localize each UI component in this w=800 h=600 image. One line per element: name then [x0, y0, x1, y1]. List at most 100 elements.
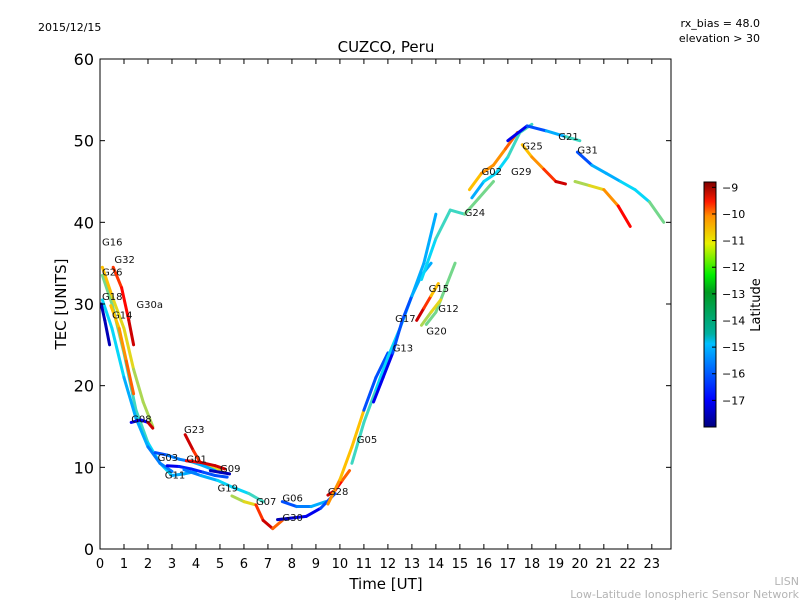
- y-tick-label: 60: [74, 50, 94, 69]
- x-tick-label: 13: [404, 557, 421, 572]
- x-tick-label: 22: [620, 557, 637, 572]
- series-segment: [338, 445, 354, 482]
- series-segment: [146, 445, 162, 465]
- series-g08: [129, 418, 155, 430]
- series-g06: [280, 500, 328, 509]
- series-segment: [506, 124, 529, 143]
- colorbar-tick-label: −16: [722, 368, 745, 381]
- x-tick-label: 16: [476, 557, 493, 572]
- series-segment: [633, 188, 651, 204]
- series-segment: [326, 478, 342, 506]
- series-segment: [216, 478, 234, 489]
- satellite-label: G14: [112, 310, 132, 321]
- series-g10: [573, 180, 632, 228]
- series-segment: [467, 171, 483, 192]
- series-segment: [134, 408, 150, 445]
- satellite-label: G20: [426, 327, 446, 338]
- chart-title: CUZCO, Peru: [338, 38, 435, 56]
- series-g17: [372, 261, 433, 404]
- series-segment: [587, 184, 606, 192]
- series-segment: [122, 376, 138, 420]
- series-g01: [184, 459, 227, 471]
- series-segment: [479, 163, 495, 175]
- series-segment: [400, 294, 414, 322]
- series-segment: [134, 416, 150, 449]
- series-segment: [415, 306, 426, 322]
- series-segment: [247, 491, 265, 504]
- x-tick-label: 8: [288, 557, 296, 572]
- colorbar-tick-label: −11: [722, 235, 745, 248]
- series-g11: [165, 464, 229, 479]
- x-tick-label: 12: [380, 557, 397, 572]
- satellite-label: G02: [481, 167, 501, 178]
- series-segment: [111, 265, 124, 290]
- rx-bias-label: rx_bias = 48.0: [681, 17, 760, 30]
- series-segment: [429, 282, 440, 298]
- series-segment: [619, 180, 637, 192]
- colorbar-tick-label: −12: [722, 261, 745, 274]
- x-tick-label: 9: [312, 557, 320, 572]
- series-segment: [422, 212, 438, 265]
- series-segment: [554, 180, 567, 186]
- series-g05: [326, 351, 390, 506]
- series-segment: [573, 180, 591, 188]
- series-segment: [199, 460, 217, 468]
- series-segment: [391, 318, 404, 355]
- series-segment: [208, 469, 222, 474]
- y-tick-label: 40: [74, 213, 94, 232]
- series-g18: [100, 298, 174, 473]
- series-segment: [242, 500, 258, 507]
- series-segment: [340, 469, 352, 482]
- satellite-label: G18: [102, 292, 122, 303]
- series-segment: [309, 500, 328, 509]
- x-tick-label: 23: [644, 557, 661, 572]
- y-axis-label: TEC [UNITS]: [52, 259, 70, 351]
- series-g20: [419, 298, 443, 327]
- satellite-label: G11: [165, 470, 185, 481]
- x-tick-label: 7: [264, 557, 272, 572]
- series-segment: [443, 261, 457, 290]
- satellite-label: G03: [158, 453, 178, 464]
- series-segment: [117, 327, 128, 363]
- series-segment: [429, 298, 443, 314]
- satellite-label: G15: [429, 284, 449, 295]
- satellite-label: G16: [102, 237, 122, 248]
- series-segment: [604, 171, 623, 183]
- series-segment: [165, 453, 181, 461]
- series-segment: [374, 351, 390, 379]
- series-segment: [184, 459, 203, 464]
- series-segment: [127, 318, 136, 347]
- series-segment: [146, 420, 155, 430]
- series-segment: [170, 472, 186, 477]
- series-segment: [477, 180, 495, 200]
- y-tick-label: 0: [84, 540, 94, 559]
- x-tick-label: 10: [332, 557, 349, 572]
- series-segment: [100, 273, 114, 306]
- series-g24: [419, 180, 495, 281]
- series-segment: [542, 167, 558, 183]
- series-segment: [482, 171, 498, 183]
- series-segment: [419, 237, 438, 281]
- colorbar-tick-label: −10: [722, 208, 745, 221]
- series-segment: [189, 467, 205, 474]
- x-axis-ticks: 0 1 2 3 4 5 6 7 8 9 10 11 12 13 14 15 16 17 18 19 20 21 22 23: [96, 59, 660, 572]
- series-g19: [182, 468, 265, 504]
- x-tick-label: 4: [192, 557, 200, 572]
- satellite-label: G25: [522, 142, 542, 153]
- series-segment: [448, 208, 467, 216]
- satellite-label: G30: [282, 513, 302, 524]
- elevation-label: elevation > 30: [679, 32, 760, 45]
- series-segment: [165, 464, 181, 469]
- series-layer: [99, 122, 666, 531]
- series-segment: [525, 124, 548, 133]
- series-segment: [422, 294, 433, 310]
- colorbar-tick-label: −13: [722, 288, 745, 301]
- series-g21: [506, 124, 582, 143]
- series-segment: [141, 400, 155, 428]
- series-segment: [290, 514, 308, 520]
- x-tick-label: 6: [240, 557, 248, 572]
- series-segment: [132, 367, 145, 404]
- satellite-label: G23: [184, 425, 204, 436]
